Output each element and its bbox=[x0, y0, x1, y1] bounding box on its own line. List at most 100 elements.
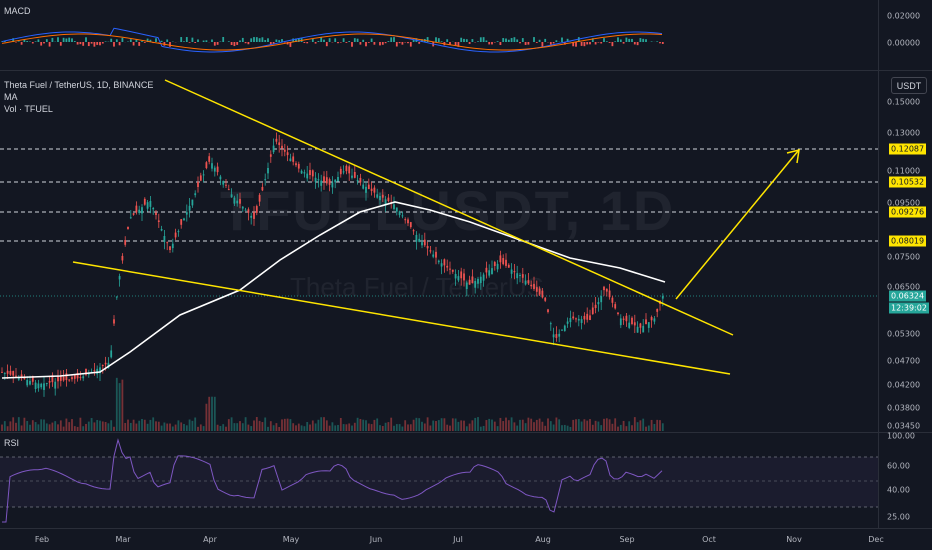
volume-legend[interactable]: Vol · TFUEL bbox=[4, 104, 53, 114]
candle-body bbox=[73, 374, 76, 379]
candle-body bbox=[29, 380, 31, 385]
volume-bar bbox=[174, 424, 177, 431]
volume-bar bbox=[407, 424, 409, 431]
macd-histogram-bar bbox=[580, 42, 583, 46]
currency-unit-button[interactable]: USDT bbox=[891, 77, 927, 94]
candle-body bbox=[281, 145, 283, 149]
volume-bar bbox=[451, 418, 454, 431]
volume-bar bbox=[384, 422, 387, 431]
candle-body bbox=[264, 179, 267, 181]
time-tick: Apr bbox=[203, 535, 217, 544]
candle-body bbox=[510, 269, 513, 274]
volume-bar bbox=[135, 423, 138, 431]
volume-bar bbox=[82, 426, 85, 431]
macd-histogram-bar bbox=[387, 41, 390, 42]
volume-bar bbox=[115, 377, 118, 431]
symbol-legend[interactable]: Theta Fuel / TetherUS, 1D, BINANCE bbox=[4, 80, 154, 90]
rsi-band bbox=[0, 457, 878, 507]
macd-histogram-bar bbox=[351, 42, 353, 47]
candle-body bbox=[412, 230, 415, 232]
candle-body bbox=[605, 288, 608, 292]
macd-histogram-bar bbox=[345, 42, 348, 43]
candle-body bbox=[446, 265, 449, 268]
volume-bar bbox=[278, 426, 281, 431]
macd-histogram-bar bbox=[104, 41, 107, 42]
volume-bar bbox=[401, 426, 404, 431]
macd-histogram-bar bbox=[549, 42, 552, 45]
candle-body bbox=[283, 149, 286, 152]
macd-histogram-bar bbox=[113, 42, 115, 47]
candle-body bbox=[331, 182, 334, 188]
candle-body bbox=[415, 234, 418, 242]
candle-body bbox=[62, 376, 65, 381]
volume-bar bbox=[499, 417, 502, 431]
price-tick: 0.07500 bbox=[887, 252, 921, 262]
candle-body bbox=[479, 276, 482, 284]
macd-histogram-bar bbox=[353, 38, 356, 42]
candle-body bbox=[191, 199, 194, 206]
macd-histogram-bar bbox=[496, 41, 499, 42]
candle-body bbox=[505, 259, 507, 266]
volume-bar bbox=[166, 423, 169, 431]
volume-bar bbox=[132, 419, 135, 431]
ma-legend[interactable]: MA bbox=[4, 92, 18, 102]
macd-histogram-bar bbox=[143, 42, 146, 43]
macd-histogram-bar bbox=[645, 39, 647, 42]
macd-histogram-bar bbox=[26, 41, 29, 42]
volume-bar bbox=[258, 420, 261, 431]
macd-histogram-bar bbox=[521, 38, 524, 42]
candle-body bbox=[572, 316, 575, 319]
volume-bar bbox=[418, 418, 421, 431]
candle-body bbox=[650, 317, 653, 321]
upper-trendline[interactable] bbox=[164, 79, 734, 336]
candle-body bbox=[241, 206, 244, 209]
macd-tick: 0.02000 bbox=[887, 11, 921, 21]
price-tick: 0.04200 bbox=[887, 380, 921, 390]
macd-histogram-bar bbox=[393, 37, 395, 42]
volume-bar bbox=[482, 425, 485, 431]
candle-body bbox=[555, 334, 558, 338]
volume-bar bbox=[281, 419, 283, 431]
macd-histogram-bar bbox=[479, 37, 482, 42]
chart-canvas[interactable] bbox=[0, 0, 878, 528]
macd-histogram-bar bbox=[552, 42, 555, 44]
price-scale[interactable]: 0.02000 0.00000 USDT 0.15000 0.13000 0.1… bbox=[878, 0, 932, 528]
volume-bar bbox=[110, 420, 113, 431]
volume-bar bbox=[29, 424, 31, 431]
macd-histogram-bar bbox=[236, 42, 239, 45]
volume-bar bbox=[373, 419, 376, 431]
volume-bar bbox=[463, 420, 465, 431]
candle-body bbox=[253, 212, 255, 219]
volume-bar bbox=[460, 420, 463, 431]
macd-histogram-bar bbox=[561, 37, 563, 42]
candle-body bbox=[43, 383, 45, 390]
macd-legend[interactable]: MACD bbox=[4, 6, 31, 16]
volume-bar bbox=[127, 419, 129, 431]
rsi-separator bbox=[0, 432, 932, 433]
candle-body bbox=[250, 215, 253, 218]
volume-bar bbox=[138, 420, 141, 431]
macd-histogram-bar bbox=[267, 38, 269, 42]
breakout-arrow[interactable] bbox=[675, 150, 799, 300]
candle-body bbox=[87, 373, 90, 375]
macd-histogram-bar bbox=[457, 42, 460, 47]
candle-body bbox=[180, 219, 183, 225]
volume-bar bbox=[90, 418, 93, 431]
time-axis-separator bbox=[0, 528, 932, 529]
macd-histogram-bar bbox=[132, 42, 135, 46]
time-tick: Aug bbox=[535, 535, 551, 544]
volume-bar bbox=[661, 423, 664, 431]
lower-trendline[interactable] bbox=[72, 261, 731, 375]
candle-body bbox=[552, 334, 555, 338]
volume-bar bbox=[583, 419, 586, 431]
volume-bar bbox=[530, 418, 533, 431]
candle-body bbox=[387, 197, 390, 202]
volume-bar bbox=[337, 424, 339, 431]
rsi-legend[interactable]: RSI bbox=[4, 438, 20, 448]
volume-bar bbox=[437, 420, 440, 431]
macd-histogram-bar bbox=[524, 42, 527, 45]
candle-body bbox=[485, 267, 488, 273]
candle-body bbox=[51, 375, 54, 383]
candle-body bbox=[328, 179, 331, 185]
macd-histogram-bar bbox=[59, 42, 62, 46]
